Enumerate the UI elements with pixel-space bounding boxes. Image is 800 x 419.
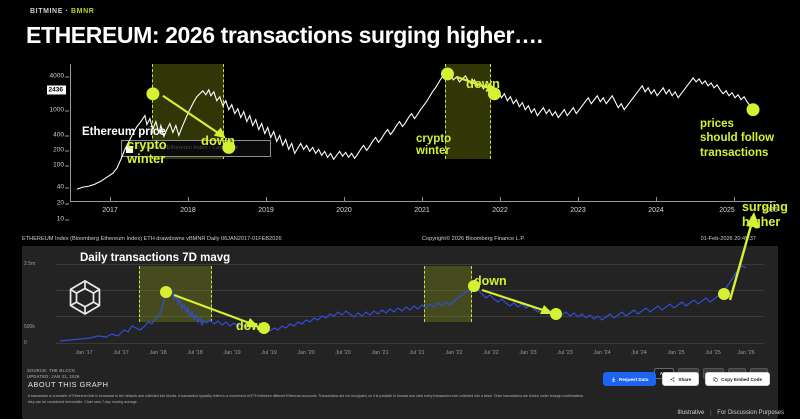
copy-icon [713, 376, 718, 382]
brand-ticker: BMNR [71, 8, 95, 15]
updated-label: UPDATED: JAN 31, 2026 [27, 374, 80, 380]
price-xtick-2024: 2024 [648, 207, 664, 214]
tx-band-2 [424, 266, 473, 322]
price-footer-left: ETHEREUM Index (Bloomberg Ethereum Index… [22, 236, 282, 242]
price-xtick-2023: 2023 [570, 207, 586, 214]
annotation-down-tx-1: down [236, 319, 269, 333]
tx-gridline-bottom [56, 343, 764, 344]
price-ytick-200: 200 [53, 146, 69, 154]
price-xtick-2021: 2021 [414, 207, 430, 214]
download-icon [611, 376, 616, 381]
source-block: SOURCE: THE BLOCK UPDATED: JAN 31, 2026 [27, 368, 80, 381]
tx-xtick-18: Jan '26 [737, 350, 755, 356]
annotation-crypto-winter-2: crypto winter [416, 133, 452, 158]
annotation-down-tx-2: down [474, 274, 507, 288]
tx-band-1 [138, 266, 212, 322]
brand-name: BITMINE [30, 8, 63, 15]
footer-note: Illustrative | For Discussion Purposes [677, 410, 784, 416]
tx-ytick-500k: 500k [24, 324, 35, 330]
tx-xtick-13: Jul '23 [557, 350, 573, 356]
transactions-chart: Daily transactions 7D mavg 2.5m 500k 0 [22, 246, 778, 368]
source-label: SOURCE: THE BLOCK [27, 368, 76, 373]
footer-right: For Discussion Purposes [717, 410, 784, 416]
annotation-down-1: down [201, 133, 235, 148]
page-title: ETHEREUM: 2026 transactions surging high… [26, 22, 543, 48]
price-marker-5 [746, 103, 760, 117]
tx-xtick-6: Jan '20 [297, 350, 315, 356]
price-xtick-2026: 2026 [762, 207, 778, 214]
tx-down-arrow-2 [481, 288, 547, 313]
annotation-crypto-winter-1: crypto winter [127, 137, 167, 166]
footer-separator: | [710, 410, 712, 416]
price-xtick-2022: 2022 [492, 207, 508, 214]
about-heading: ABOUT THIS GRAPH [28, 380, 109, 389]
tx-xtick-10: Jan '22 [445, 350, 463, 356]
tx-ytick-2_5m: 2.5m [24, 261, 36, 267]
tx-plot-area [56, 264, 764, 344]
tx-xtick-8: Jan '21 [371, 350, 389, 356]
tx-xtick-7: Jul '20 [335, 350, 351, 356]
tx-xtick-16: Jan '25 [667, 350, 685, 356]
tx-xtick-14: Jan '24 [593, 350, 611, 356]
request-data-label: Request Data [619, 376, 649, 382]
tx-xtick-2: Jan '18 [149, 350, 167, 356]
the-block-logo-icon [69, 279, 101, 315]
price-xtick-2019: 2019 [258, 207, 274, 214]
price-footer-center: Copyright© 2026 Bloomberg Finance L.P. [422, 236, 525, 242]
tx-xtick-11: Jul '22 [483, 350, 499, 356]
footer-left: Illustrative [677, 410, 705, 416]
tx-xtick-9: Jul '21 [409, 350, 425, 356]
tx-xtick-1: Jul '17 [113, 350, 129, 356]
copy-embed-button[interactable]: Copy Embed Code [705, 372, 770, 386]
tx-xtick-0: Jan '17 [75, 350, 93, 356]
brand-separator: · [65, 8, 69, 15]
action-buttons: Request Data Share Copy Embed Code [603, 372, 770, 386]
share-button[interactable]: Share [662, 372, 700, 386]
price-ytick-100: 100 [53, 161, 69, 169]
surging-higher-arrow [728, 212, 760, 301]
tx-xtick-17: Jul '25 [705, 350, 721, 356]
brand-label: BITMINE · BMNR [30, 8, 94, 15]
transactions-chart-card: Daily transactions 7D mavg 2.5m 500k 0 [22, 246, 778, 419]
share-label: Share [678, 376, 692, 382]
price-ytick-40: 40 [56, 183, 70, 191]
transactions-chart-title: Daily transactions 7D mavg [80, 252, 231, 264]
price-ytick-20: 20 [56, 199, 70, 207]
tx-xtick-3: Jul '18 [187, 350, 203, 356]
price-ytick-400: 400 [53, 131, 69, 139]
price-ytick-1000: 1000 [49, 106, 70, 114]
copy-embed-label: Copy Embed Code [721, 376, 762, 382]
tx-marker-4 [550, 308, 562, 320]
price-footer-right: 01-Feb-2026 20:45:37 [700, 236, 756, 242]
price-ytick-current: 2436 [46, 85, 66, 95]
annotation-prices-follow: prices should follow transactions [700, 118, 775, 159]
tx-xtick-4: Jan '19 [223, 350, 241, 356]
about-body: A transaction is a transfer of Ethereum … [28, 394, 584, 405]
price-xtick-2020: 2020 [336, 207, 352, 214]
tx-gridline-top [56, 264, 764, 265]
price-ytick-4000: 4000 [49, 72, 70, 80]
tx-xtick-12: Jan '23 [519, 350, 537, 356]
tx-down-arrowhead-2 [540, 305, 553, 314]
annotation-down-2: down [466, 76, 500, 91]
tx-xtick-5: Jul '19 [261, 350, 277, 356]
about-this-graph: ABOUT THIS GRAPH A transaction is a tran… [28, 380, 772, 405]
price-ytick-10: 10 [56, 215, 70, 223]
price-y-axis: 4000 2436 1000 400 200 100 40 20 10 [22, 62, 70, 244]
tx-ytick-0: 0 [24, 340, 27, 346]
price-xtick-2025: 2025 [719, 207, 735, 214]
price-xtick-2018: 2018 [180, 207, 196, 214]
tx-xtick-15: Jul '24 [631, 350, 647, 356]
request-data-button[interactable]: Request Data [603, 372, 657, 386]
price-xtick-2017: 2017 [102, 207, 118, 214]
share-icon [671, 376, 675, 382]
